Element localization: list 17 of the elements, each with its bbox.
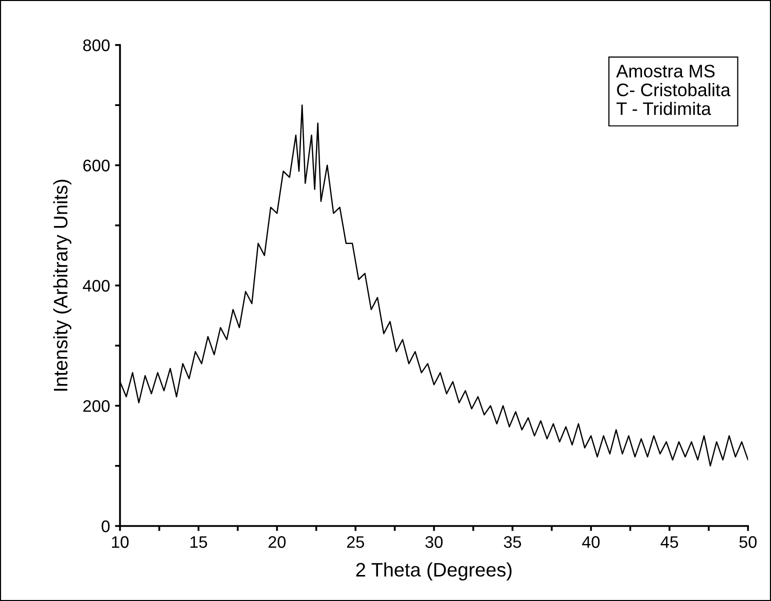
x-axis-title: 2 Theta (Degrees) <box>356 562 512 580</box>
x-tick-label: 25 <box>347 536 364 548</box>
x-tick-label: 40 <box>582 536 600 548</box>
y-tick-label: 800 <box>83 39 110 52</box>
x-tick-label: 45 <box>660 536 678 548</box>
x-tick-label: 50 <box>739 536 757 548</box>
x-tick-label: 30 <box>425 536 443 548</box>
x-tick-label: 20 <box>268 536 286 548</box>
x-tick-label: 10 <box>112 536 129 548</box>
y-tick-label: 0 <box>102 520 110 532</box>
y-tick-label: 600 <box>83 160 110 172</box>
x-tick-label: 15 <box>190 536 208 548</box>
y-tick-label: 200 <box>83 400 110 412</box>
y-axis-title: Intensity (Arbitrary Units) <box>53 180 72 391</box>
y-tick-label: 400 <box>82 280 110 292</box>
x-tick-label: 35 <box>504 536 522 548</box>
annotation: Amostra MS C- Cristobalita T - Tridimita <box>616 64 730 116</box>
